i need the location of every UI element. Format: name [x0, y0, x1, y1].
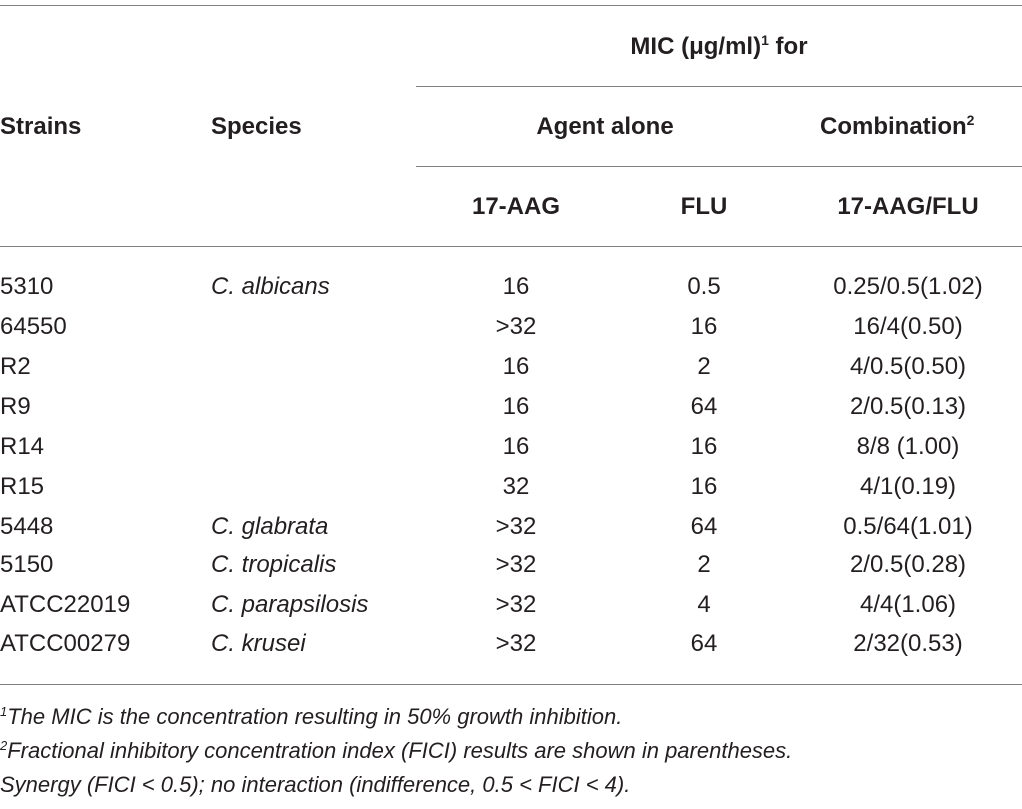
aag-cell: >32 [495, 551, 537, 578]
combo-cell: 0.5/64(1.01) [843, 513, 973, 540]
combo-cell: 2/0.5(0.13) [849, 393, 967, 420]
footnote-2-text: Fractional inhibitory concentration inde… [7, 738, 793, 763]
species-cell: C. tropicalis [211, 551, 337, 578]
species-cell: C. albicans [211, 273, 330, 300]
flu-cell: 64 [690, 393, 718, 420]
table-top-rule [0, 5, 1022, 6]
footnote-1-marker: 1 [0, 704, 8, 719]
aag-cell: >32 [495, 630, 537, 657]
footnote-2: 2Fractional inhibitory concentration ind… [0, 738, 792, 764]
species-header: Species [211, 113, 302, 140]
footnote-1: 1The MIC is the concentration resulting … [0, 704, 622, 730]
combo-cell: 4/4(1.06) [859, 591, 957, 618]
aag-cell: >32 [495, 513, 537, 540]
strain-cell: 5448 [0, 513, 54, 540]
combo-cell: 8/8 (1.00) [856, 433, 960, 460]
agent-alone-header: Agent alone [536, 113, 674, 140]
footnote-1-text: The MIC is the concentration resulting i… [7, 704, 623, 729]
aag-cell: 32 [502, 473, 530, 500]
flu-cell: 16 [690, 473, 718, 500]
mic-header: MIC (μg/ml)1 for [630, 32, 808, 60]
combo-cell: 2/32(0.53) [853, 630, 963, 657]
agent-underline-rule [416, 166, 1022, 167]
strain-cell: 5150 [0, 551, 54, 578]
col-combo-header: 17-AAG/FLU [837, 193, 979, 220]
combo-cell: 0.25/0.5(1.02) [833, 273, 983, 300]
table-bottom-rule [0, 684, 1022, 685]
strains-header: Strains [0, 113, 82, 140]
species-cell: C. glabrata [211, 513, 329, 540]
aag-cell: >32 [495, 313, 537, 340]
aag-cell: 16 [502, 273, 530, 300]
flu-cell: 4 [697, 591, 711, 618]
aag-cell: 16 [502, 353, 530, 380]
footnote-3: Synergy (FICI < 0.5); no interaction (in… [0, 772, 631, 797]
combo-cell: 16/4(0.50) [853, 313, 963, 340]
strain-cell: R15 [0, 473, 45, 500]
aag-cell: >32 [495, 591, 537, 618]
combo-cell: 4/1(0.19) [859, 473, 957, 500]
flu-cell: 0.5 [687, 273, 721, 300]
header-bottom-rule [0, 246, 1022, 247]
flu-cell: 16 [690, 433, 718, 460]
aag-cell: 16 [502, 393, 530, 420]
combination-header: Combination2 [820, 112, 975, 140]
species-cell: C. krusei [211, 630, 306, 657]
strain-cell: R2 [0, 353, 31, 380]
footnote-2-marker: 2 [0, 738, 8, 753]
aag-cell: 16 [502, 433, 530, 460]
flu-cell: 64 [690, 513, 718, 540]
strain-cell: 5310 [0, 273, 54, 300]
flu-cell: 2 [697, 551, 711, 578]
combo-cell: 2/0.5(0.28) [849, 551, 967, 578]
strain-cell: R14 [0, 433, 45, 460]
strain-cell: R9 [0, 393, 31, 420]
col-flu-header: FLU [680, 193, 728, 220]
combo-cell: 4/0.5(0.50) [849, 353, 967, 380]
strain-cell: 64550 [0, 313, 67, 340]
flu-cell: 2 [697, 353, 711, 380]
col-17aag-header: 17-AAG [471, 193, 561, 220]
flu-cell: 64 [690, 630, 718, 657]
species-cell: C. parapsilosis [211, 591, 369, 618]
strain-cell: ATCC22019 [0, 591, 131, 618]
flu-cell: 16 [690, 313, 718, 340]
strain-cell: ATCC00279 [0, 630, 131, 657]
mic-underline-rule [416, 86, 1022, 87]
